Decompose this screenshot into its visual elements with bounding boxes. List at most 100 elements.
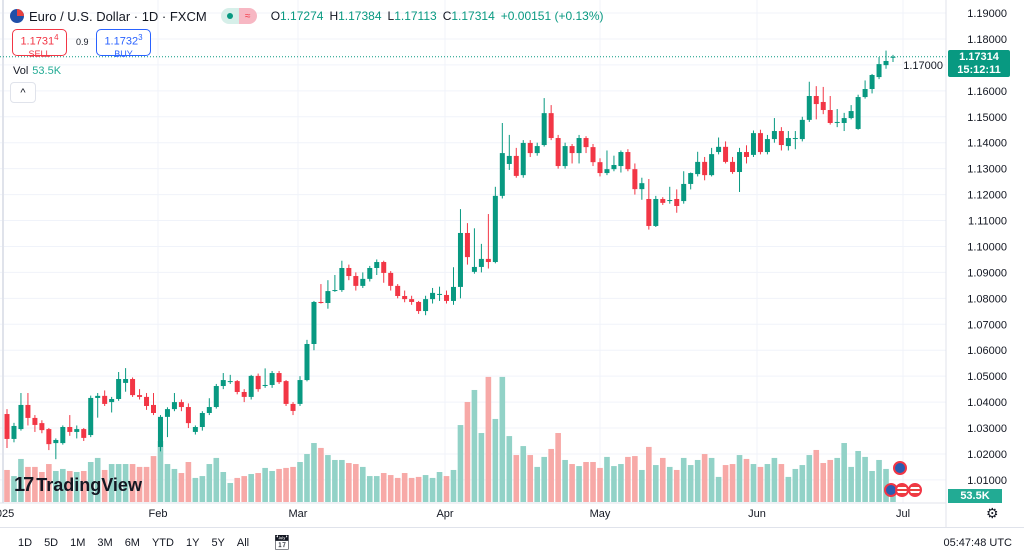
volume-bar xyxy=(129,464,136,502)
candle-body xyxy=(450,286,456,301)
candle-body xyxy=(688,173,694,184)
candle-body xyxy=(674,198,680,206)
time-tick-label: Jun xyxy=(748,508,766,520)
volume-bar xyxy=(269,470,275,502)
volume-bar xyxy=(101,469,108,502)
price-tick-label: 1.03000 xyxy=(967,423,1007,435)
candle-body xyxy=(74,429,80,432)
high-label: H xyxy=(329,9,339,23)
candle-body xyxy=(46,429,52,445)
range-ytd[interactable]: YTD xyxy=(151,536,174,549)
time-tick-label: Apr xyxy=(436,508,453,520)
candle-body xyxy=(771,131,777,140)
volume-bar xyxy=(820,463,827,502)
volume-bar xyxy=(876,459,882,502)
volume-bar xyxy=(785,476,792,502)
range-all[interactable]: All xyxy=(236,536,250,549)
candle-body xyxy=(820,101,826,111)
open-label: O xyxy=(270,9,281,23)
candle-body xyxy=(192,427,198,432)
volume-bar xyxy=(646,446,652,502)
volume-bar xyxy=(813,449,820,502)
volume-bar xyxy=(108,464,115,502)
range-1d[interactable]: 1D xyxy=(18,536,33,549)
candle-body xyxy=(25,404,31,418)
sell-button[interactable]: 1.17314 SELL xyxy=(12,29,67,59)
time-axis[interactable]: 2025 Feb Mar Apr May Jun Jul xyxy=(0,508,910,520)
market-status[interactable]: ≈ xyxy=(220,8,257,24)
candle-body xyxy=(730,161,736,173)
us-event-icon[interactable] xyxy=(895,483,909,497)
candle-body xyxy=(381,262,387,273)
range-5d[interactable]: 5D xyxy=(44,536,59,549)
candle-body xyxy=(388,272,394,286)
volume-bar xyxy=(192,477,199,502)
volume-bar xyxy=(248,474,254,502)
calendar-icon[interactable]: 📅︎ xyxy=(273,534,291,550)
volume-bar xyxy=(562,459,568,502)
candle-body xyxy=(297,380,303,404)
range-5y[interactable]: 5Y xyxy=(211,536,225,549)
buy-button[interactable]: 1.17323 BUY xyxy=(96,29,151,59)
candle-body xyxy=(311,301,317,344)
candle-body xyxy=(555,138,561,167)
candle-body xyxy=(353,276,359,286)
volume-bar xyxy=(778,464,785,502)
volume-bar xyxy=(590,462,596,502)
candle-body xyxy=(325,291,331,304)
chevron-up-icon: ^ xyxy=(20,86,26,99)
candle-body xyxy=(492,195,498,263)
utc-clock[interactable]: 05:47:48 UTC xyxy=(943,536,1012,549)
candle-body xyxy=(464,232,470,258)
volume-legend[interactable]: Vol 53.5K xyxy=(13,65,61,77)
volume-bar xyxy=(527,455,534,502)
volume-bar xyxy=(478,433,485,502)
candle-body xyxy=(444,294,450,301)
volume-bar xyxy=(373,476,380,502)
candle-body xyxy=(716,146,722,153)
symbol-title[interactable]: Euro / U.S. Dollar · 1D · FXCM xyxy=(29,8,207,24)
range-1y[interactable]: 1Y xyxy=(185,536,200,549)
price-tick-label: 1.13000 xyxy=(967,164,1007,176)
volume-bar xyxy=(325,455,331,502)
collapse-legend-button[interactable]: ^ xyxy=(10,82,36,103)
candle-body xyxy=(799,119,805,140)
candle-body xyxy=(241,391,247,397)
candle-body xyxy=(185,407,191,424)
candle-body xyxy=(667,200,673,202)
volume-bar xyxy=(450,469,457,502)
candle-body xyxy=(695,161,701,175)
volume-bar xyxy=(569,464,575,502)
candle-body xyxy=(855,97,861,129)
us-event-icon[interactable] xyxy=(908,483,922,497)
volume-bar xyxy=(262,467,268,502)
range-6m[interactable]: 6M xyxy=(124,536,140,549)
settings-gear-icon[interactable]: ⚙ xyxy=(986,505,999,521)
candle-body xyxy=(109,398,115,403)
volume-bar xyxy=(53,470,59,502)
volume-bar xyxy=(806,455,813,502)
price-chart[interactable]: 1.19000 1.18000 1.17000 1.16000 1.15000 1.140… xyxy=(0,0,1024,527)
candle-body xyxy=(632,169,638,190)
price-axis[interactable]: 1.19000 1.18000 1.17000 1.16000 1.15000 1.140… xyxy=(903,8,1007,487)
volume-bar xyxy=(353,464,359,502)
tradingview-watermark[interactable]: 17 TradingView xyxy=(14,474,142,497)
eu-event-icon[interactable] xyxy=(893,461,907,475)
candle-body xyxy=(750,133,756,155)
range-1m[interactable]: 1M xyxy=(70,536,86,549)
candle-body xyxy=(60,427,66,444)
volume-bar xyxy=(332,459,338,502)
volume-value: 53.5K xyxy=(32,65,62,77)
candle-body xyxy=(876,64,882,78)
volume-bar xyxy=(492,418,499,502)
range-3m[interactable]: 3M xyxy=(97,536,113,549)
candle-body xyxy=(4,414,10,439)
candle-body xyxy=(785,138,791,147)
candle-body xyxy=(778,131,784,146)
time-tick-label: Mar xyxy=(289,508,308,520)
tradingview-logo-icon: 17 xyxy=(14,474,34,496)
candle-body xyxy=(583,138,589,148)
candle-body xyxy=(171,402,177,410)
ohlc-values: O1.17274 H1.17384 L1.17113 C1.17314 +0.0… xyxy=(271,9,604,23)
candle-body xyxy=(723,146,729,162)
